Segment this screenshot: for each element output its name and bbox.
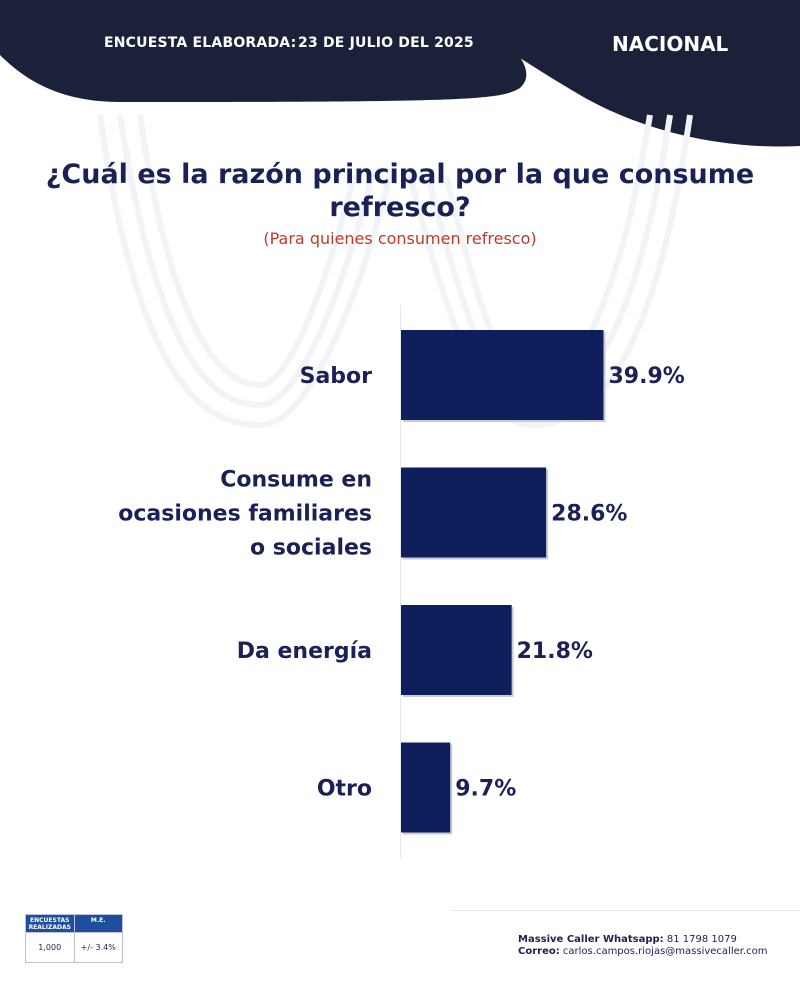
category-label-line: Otro (317, 777, 372, 802)
category-label-line: Consume en (220, 468, 372, 493)
category-label-line: Da energía (237, 639, 372, 664)
email-address[interactable]: carlos.campos.riojas@massivecaller.com (562, 946, 768, 957)
category-label: Sabor (300, 364, 373, 389)
category-label: Otro (317, 777, 372, 802)
bars-layer: 39.9% Sabor 28.6% Consume en ocasiones famil… (118, 330, 685, 835)
footer-divider (452, 910, 800, 911)
stats-value-surveys: 1,000 (26, 932, 74, 962)
category-label-line: o sociales (250, 536, 372, 561)
value-label: 9.7% (455, 777, 516, 802)
category-label-line: ocasiones familiares (118, 502, 372, 527)
scope-label: NACIONAL (612, 32, 729, 56)
whatsapp-label: Massive Caller Whatsapp: (518, 934, 664, 945)
stats-header-margin: M.E. (73, 915, 122, 932)
header-shape-left (0, 0, 527, 102)
contact-whatsapp: Massive Caller Whatsapp: 81 1798 1079 (518, 934, 737, 945)
contact-email: Correo: carlos.campos.riojas@massivecall… (518, 946, 768, 957)
value-label: 21.8% (517, 639, 593, 664)
category-label-line: Sabor (300, 364, 373, 389)
header-shape-right (440, 0, 800, 147)
value-label: 39.9% (608, 364, 684, 389)
question-subtitle: (Para quienes consumen refresco) (263, 229, 537, 248)
question-title: ¿Cuál es la razón principal por la que c… (45, 159, 755, 223)
stats-header-surveys: ENCUESTAS REALIZADAS (26, 915, 74, 932)
bar (401, 742, 451, 833)
bar (401, 467, 547, 558)
category-label: Da energía (237, 639, 372, 664)
stats-table: ENCUESTAS REALIZADAS M.E. 1,000 +/- 3.4% (25, 914, 123, 963)
bar (401, 605, 512, 695)
email-label: Correo: (518, 946, 560, 957)
category-label: Consume en ocasiones familiares o sociales (118, 468, 372, 561)
survey-date-label: ENCUESTA ELABORADA: (104, 35, 297, 51)
survey-date: 23 DE JULIO DEL 2025 (298, 35, 474, 51)
whatsapp-number: 81 1798 1079 (666, 934, 737, 945)
header-banner (0, 0, 800, 147)
bar (401, 330, 604, 420)
value-label: 28.6% (551, 502, 627, 527)
stats-value-margin: +/- 3.4% (73, 932, 122, 962)
